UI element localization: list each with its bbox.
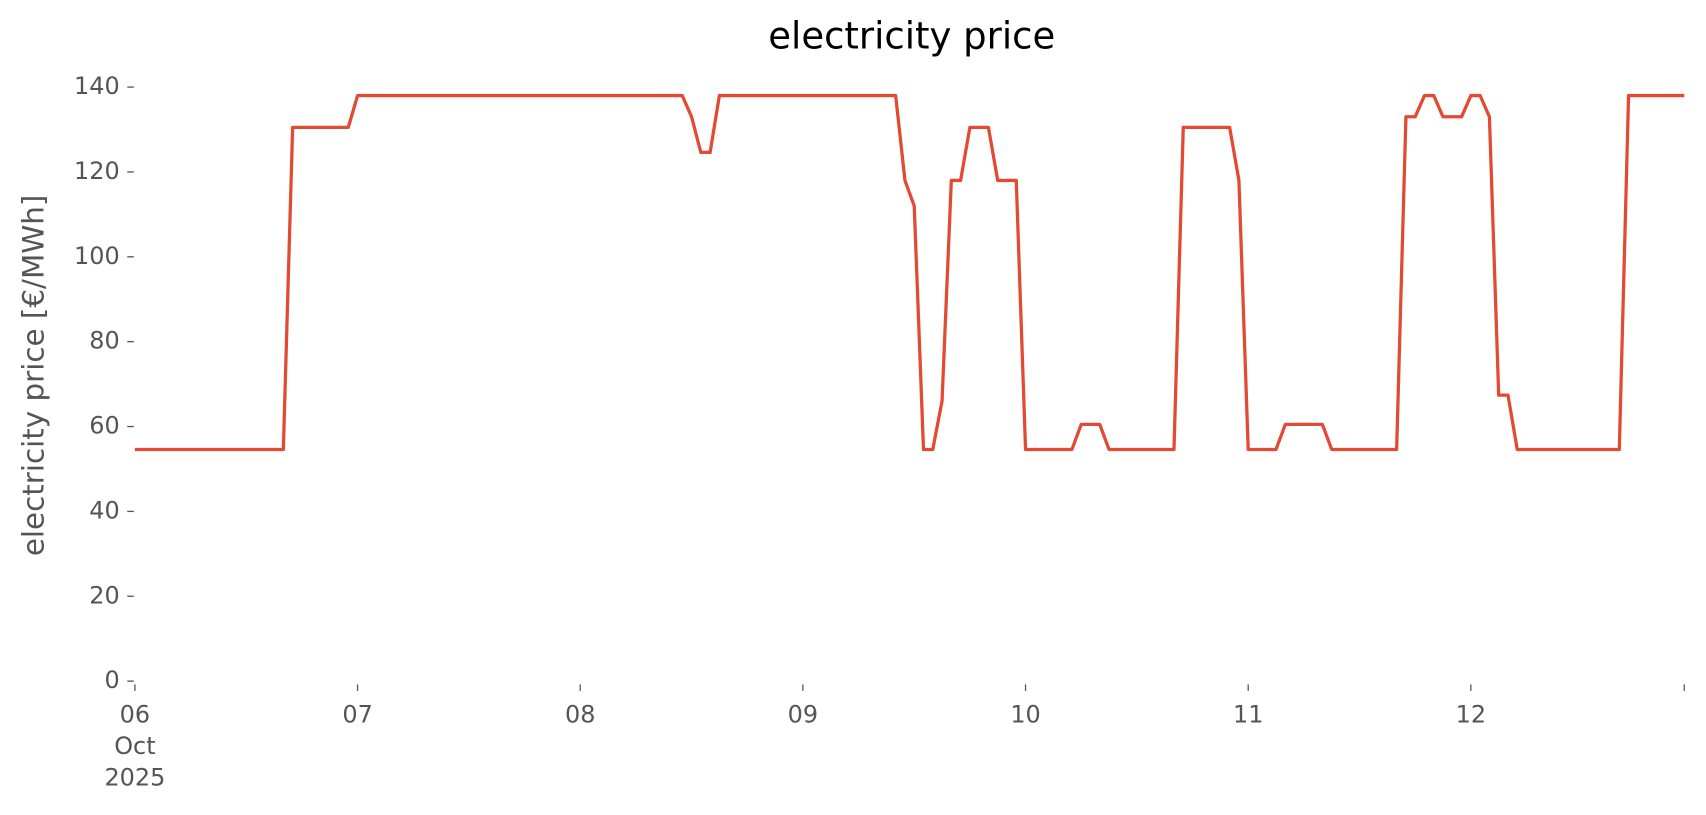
chart-title: electricity price — [768, 15, 1055, 58]
y-tick-label: 40 — [89, 496, 119, 524]
tick-label-line: 10 — [1010, 700, 1040, 728]
tick-label-line: 2025 — [104, 764, 165, 792]
tick-label-line: Oct — [114, 732, 155, 760]
x-tick-label: 12 — [1456, 700, 1486, 728]
x-tick-label: 10 — [1010, 700, 1040, 728]
tick-label-line: 12 — [1456, 700, 1486, 728]
y-axis-label: electricity price [€/MWh] — [16, 195, 50, 557]
x-tick-label: 11 — [1233, 700, 1263, 728]
y-tick-label: 0 — [104, 666, 119, 694]
x-tick-label: 07 — [342, 700, 372, 728]
x-tick-label: 09 — [788, 700, 818, 728]
x-tick-label: 08 — [565, 700, 595, 728]
tick-label-line: 09 — [788, 700, 818, 728]
y-tick-label: 100 — [74, 242, 120, 270]
tick-label-line: 11 — [1233, 700, 1263, 728]
x-tick-label: 06 Oct 2025 — [104, 700, 165, 791]
price-line — [134, 93, 1685, 452]
y-tick-label: 60 — [89, 412, 119, 440]
y-tick-label: 140 — [74, 72, 120, 100]
y-tick-label: 80 — [89, 327, 119, 355]
y-tick-label: 120 — [74, 157, 120, 185]
tick-label-line: 06 — [120, 700, 150, 728]
y-tick-label: 20 — [89, 581, 119, 609]
tick-label-line: 08 — [565, 700, 595, 728]
tick-label-line: 07 — [342, 700, 372, 728]
